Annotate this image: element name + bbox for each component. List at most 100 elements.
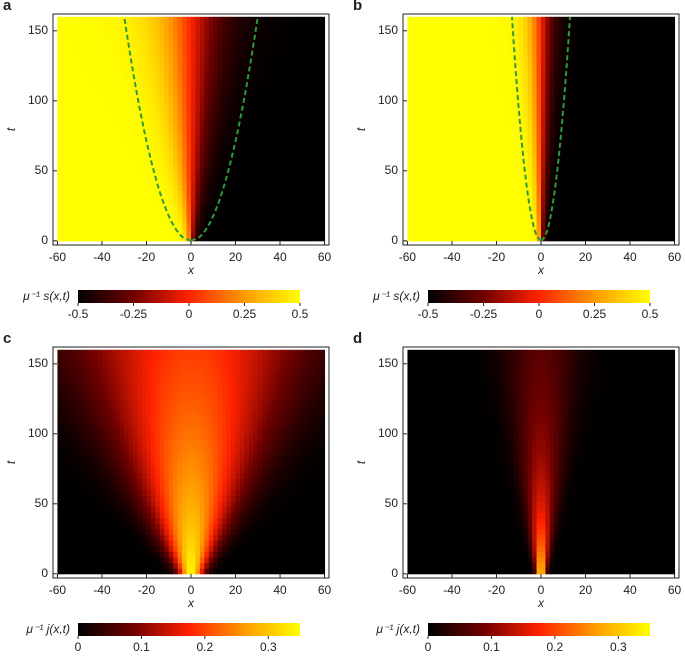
heat-cell [186, 16, 192, 23]
heat-cell [195, 28, 201, 35]
heat-cell [594, 134, 600, 141]
heat-cell [443, 134, 449, 141]
heat-cell [612, 112, 618, 119]
heat-cell [541, 190, 546, 197]
heat-cell [262, 72, 268, 79]
heat-cell [155, 173, 161, 180]
heat-cell [110, 56, 116, 63]
heat-cell [168, 123, 174, 130]
heat-cell [297, 95, 303, 102]
heat-cell [581, 134, 587, 141]
heat-cell [487, 117, 493, 124]
heat-cell [638, 184, 644, 191]
heat-cell [266, 100, 272, 107]
heat-cell [275, 151, 281, 158]
heat-cell [558, 50, 564, 57]
heat-cell [603, 117, 609, 124]
heat-cell [545, 84, 551, 91]
heat-cell [443, 44, 449, 51]
heat-cell [554, 145, 560, 152]
heat-cell [293, 56, 299, 63]
heat-cell [607, 72, 613, 79]
heat-cell [527, 212, 533, 219]
heat-cell [110, 106, 116, 113]
heat-cell [248, 117, 254, 124]
heat-cell [57, 473, 63, 480]
heat-cell [563, 162, 569, 169]
heat-cell [159, 117, 165, 124]
heat-cell [505, 196, 511, 203]
heat-cell [239, 56, 245, 63]
heat-cell [429, 78, 435, 85]
heat-cell [191, 50, 196, 57]
heat-cell [204, 201, 210, 208]
heat-cell [581, 179, 587, 186]
heat-cell [110, 207, 116, 214]
heat-cell [652, 190, 658, 197]
heat-cell [217, 56, 223, 63]
heat-cell [70, 173, 76, 180]
heat-cell [420, 39, 426, 46]
heat-cell [612, 56, 618, 63]
heat-cell [456, 67, 462, 74]
heat-cell [61, 140, 67, 147]
heat-cell [447, 207, 453, 214]
heat-cell [199, 140, 205, 147]
heat-cell [191, 72, 196, 79]
heat-cell [607, 28, 613, 35]
heat-cell [518, 190, 524, 197]
heat-cell [239, 212, 245, 219]
heat-cell [159, 84, 165, 91]
heat-cell [284, 184, 290, 191]
colorbar-tick-label: 0.25 [583, 307, 607, 321]
heat-cell [253, 128, 259, 135]
heat-cell [576, 134, 582, 141]
heat-cell [652, 112, 658, 119]
heat-cell [630, 156, 635, 163]
heat-cell [621, 56, 627, 63]
heat-cell [244, 28, 250, 35]
heat-cell [306, 190, 312, 197]
heat-cell [447, 201, 453, 208]
heat-cell [195, 179, 201, 186]
heat-cell [492, 56, 497, 63]
heat-cell [142, 123, 147, 130]
heat-cell [226, 100, 232, 107]
heat-cell [603, 162, 609, 169]
heat-cell [133, 128, 139, 135]
heat-cell [119, 218, 125, 225]
heat-cell [607, 184, 613, 191]
heat-cell [155, 156, 161, 163]
heat-cell [93, 112, 99, 119]
heat-cell [589, 100, 595, 107]
heat-cell [447, 190, 453, 197]
heat-cell [585, 28, 591, 35]
heat-cell [469, 67, 475, 74]
heat-cell [545, 145, 551, 152]
heat-cell [536, 39, 542, 46]
heat-cell [191, 89, 196, 96]
heat-cell [150, 61, 156, 68]
heat-cell [61, 361, 67, 368]
heat-cell [643, 39, 649, 46]
heat-cell [509, 89, 515, 96]
heat-cell [505, 128, 511, 135]
heat-cell [621, 162, 627, 169]
heat-cell [204, 190, 210, 197]
heat-cell [204, 173, 210, 180]
heat-cell [447, 22, 453, 29]
heat-cell [478, 224, 484, 231]
heat-cell [195, 16, 201, 23]
heat-cell [226, 67, 232, 74]
heat-cell [124, 196, 130, 203]
heat-cell [643, 212, 649, 219]
heat-cell [66, 100, 72, 107]
heat-cell [173, 173, 179, 180]
heat-cell [155, 22, 161, 29]
heat-cell [79, 50, 85, 57]
heat-cell [320, 106, 326, 113]
heat-cell [133, 123, 139, 130]
heat-cell [585, 212, 591, 219]
heat-cell [191, 156, 196, 163]
heat-cell [487, 112, 493, 119]
